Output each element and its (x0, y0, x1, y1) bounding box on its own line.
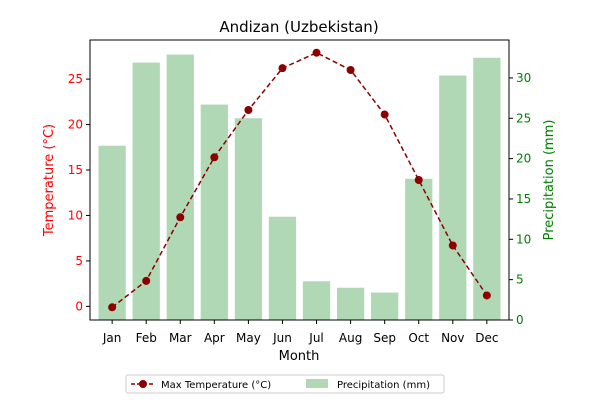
temperature-point-nov (448, 241, 457, 250)
left-tick-label: 25 (68, 72, 83, 86)
right-tick-label: 25 (516, 111, 531, 125)
left-tick-label: 5 (75, 254, 83, 268)
right-tick-label: 10 (516, 232, 531, 246)
x-tick-label: May (236, 331, 261, 345)
x-tick-label: Nov (441, 331, 464, 345)
x-tick-label: Apr (204, 331, 225, 345)
y-axis-label-right: Precipitation (mm) (542, 120, 557, 241)
precipitation-bar-nov (439, 75, 467, 320)
x-tick-label: Oct (408, 331, 429, 345)
x-axis-label: Month (279, 349, 320, 364)
precipitation-bar-mar (166, 54, 194, 320)
temperature-point-sep (380, 110, 389, 119)
x-tick-label: Jan (102, 331, 122, 345)
temperature-point-aug (346, 66, 355, 74)
x-tick-label: Dec (475, 331, 498, 345)
right-tick-label: 20 (516, 152, 531, 166)
left-tick-label: 15 (68, 163, 83, 177)
precipitation-bar-jul (302, 281, 331, 320)
x-tick-label: Sep (373, 331, 396, 345)
legend-line-marker (139, 380, 147, 388)
x-tick-label: Jul (308, 331, 323, 345)
x-axis: Jan Feb Mar Apr May Jun Jul Aug Sep Oct Nov Dec (102, 320, 498, 345)
legend: Max Temperature (°C) Precipitation (mm) (125, 374, 445, 394)
temperature-point-jul (312, 48, 321, 57)
precipitation-bar-may (234, 118, 263, 320)
temperature-point-jan (108, 303, 117, 312)
precipitation-bar-oct (405, 178, 433, 320)
right-tick-label: 5 (516, 273, 524, 287)
x-tick-label: Aug (339, 331, 362, 345)
chart-title: Andizan (Uzbekistan) (219, 18, 378, 36)
left-tick-label: 0 (75, 299, 83, 313)
legend-temperature-label: Max Temperature (°C) (161, 380, 271, 391)
right-y-axis: 0 5 10 15 20 25 30 (509, 71, 531, 327)
x-tick-label: Feb (136, 331, 157, 345)
precipitation-bar-jun (268, 216, 297, 320)
temperature-point-may (244, 106, 253, 114)
temperature-point-oct (414, 176, 423, 184)
precipitation-bar-apr (200, 104, 228, 320)
left-tick-label: 20 (68, 118, 83, 132)
precipitation-bar-sep (371, 292, 399, 320)
temperature-point-dec (482, 291, 491, 300)
temperature-point-jun (278, 64, 287, 73)
legend-precipitation-label: Precipitation (mm) (337, 380, 430, 391)
precipitation-bar-aug (336, 287, 365, 320)
temperature-line-path (111, 51, 488, 308)
right-tick-label: 15 (516, 192, 531, 206)
temperature-point-feb (142, 276, 151, 285)
left-y-axis: 0 5 10 15 20 25 (68, 72, 90, 313)
temperature-point-mar (176, 213, 185, 222)
x-tick-label: Jun (272, 331, 292, 345)
plot-area-frame (89, 39, 510, 321)
right-tick-label: 30 (516, 71, 531, 85)
temperature-point-apr (210, 153, 219, 162)
precipitation-bar-dec (473, 57, 501, 320)
precipitation-bar-jan (98, 145, 126, 320)
temperature-line (108, 48, 491, 312)
precipitation-bars (98, 54, 501, 320)
left-tick-label: 10 (68, 208, 83, 222)
y-axis-label-left: Temperature (°C) (42, 124, 57, 237)
legend-bar-swatch (306, 379, 328, 388)
right-tick-label: 0 (516, 313, 524, 327)
x-tick-label: Mar (169, 331, 192, 345)
